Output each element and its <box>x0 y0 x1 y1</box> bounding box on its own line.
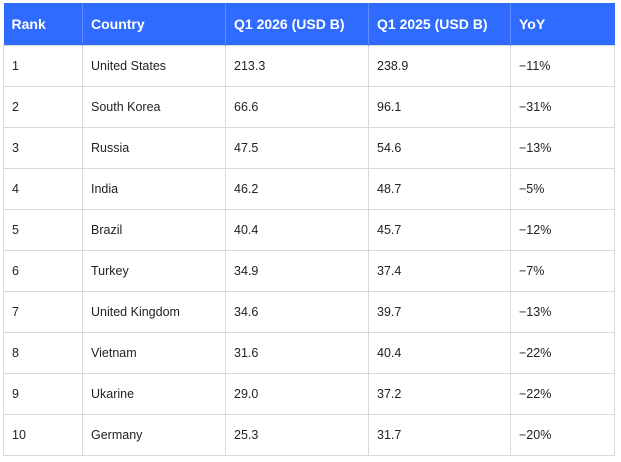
table-row: 5 Brazil 40.4 45.7 −12% <box>3 209 615 251</box>
cell-q1-2025: 39.7 <box>368 291 511 333</box>
table-row: 9 Ukarine 29.0 37.2 −22% <box>3 373 615 415</box>
cell-q1-2025: 37.4 <box>368 250 511 292</box>
cell-q1-2026: 46.2 <box>225 168 369 210</box>
cell-rank: 9 <box>3 373 83 415</box>
cell-rank: 4 <box>3 168 83 210</box>
data-table-container: Rank Country Q1 2026 (USD B) Q1 2025 (US… <box>3 3 615 456</box>
header-q1-2026[interactable]: Q1 2026 (USD B) <box>225 3 369 46</box>
cell-country: Turkey <box>82 250 226 292</box>
cell-country: Germany <box>82 414 226 456</box>
country-comparison-table: Rank Country Q1 2026 (USD B) Q1 2025 (US… <box>3 3 615 456</box>
cell-q1-2025: 40.4 <box>368 332 511 374</box>
cell-q1-2025: 45.7 <box>368 209 511 251</box>
table-body: 1 United States 213.3 238.9 −11% 2 South… <box>3 45 615 456</box>
table-header: Rank Country Q1 2026 (USD B) Q1 2025 (US… <box>3 3 615 46</box>
table-row: 10 Germany 25.3 31.7 −20% <box>3 414 615 456</box>
cell-country: Russia <box>82 127 226 169</box>
table-row: 3 Russia 47.5 54.6 −13% <box>3 127 615 169</box>
cell-q1-2025: 54.6 <box>368 127 511 169</box>
header-yoy[interactable]: YoY <box>510 3 615 46</box>
cell-country: India <box>82 168 226 210</box>
cell-rank: 2 <box>3 86 83 128</box>
cell-yoy: −11% <box>510 45 615 87</box>
cell-yoy: −5% <box>510 168 615 210</box>
cell-q1-2026: 25.3 <box>225 414 369 456</box>
cell-q1-2026: 213.3 <box>225 45 369 87</box>
cell-rank: 8 <box>3 332 83 374</box>
cell-rank: 7 <box>3 291 83 333</box>
cell-q1-2026: 31.6 <box>225 332 369 374</box>
cell-yoy: −12% <box>510 209 615 251</box>
table-row: 2 South Korea 66.6 96.1 −31% <box>3 86 615 128</box>
cell-rank: 3 <box>3 127 83 169</box>
cell-country: United Kingdom <box>82 291 226 333</box>
table-row: 4 India 46.2 48.7 −5% <box>3 168 615 210</box>
cell-q1-2026: 34.9 <box>225 250 369 292</box>
cell-q1-2025: 96.1 <box>368 86 511 128</box>
cell-q1-2025: 31.7 <box>368 414 511 456</box>
cell-country: Vietnam <box>82 332 226 374</box>
header-q1-2025[interactable]: Q1 2025 (USD B) <box>368 3 511 46</box>
cell-q1-2025: 238.9 <box>368 45 511 87</box>
cell-yoy: −22% <box>510 373 615 415</box>
cell-yoy: −7% <box>510 250 615 292</box>
header-row: Rank Country Q1 2026 (USD B) Q1 2025 (US… <box>3 3 615 46</box>
cell-q1-2026: 29.0 <box>225 373 369 415</box>
table-row: 6 Turkey 34.9 37.4 −7% <box>3 250 615 292</box>
cell-rank: 10 <box>3 414 83 456</box>
cell-q1-2025: 37.2 <box>368 373 511 415</box>
cell-yoy: −20% <box>510 414 615 456</box>
table-row: 8 Vietnam 31.6 40.4 −22% <box>3 332 615 374</box>
cell-yoy: −13% <box>510 127 615 169</box>
table-row: 1 United States 213.3 238.9 −11% <box>3 45 615 87</box>
cell-q1-2025: 48.7 <box>368 168 511 210</box>
cell-yoy: −31% <box>510 86 615 128</box>
cell-yoy: −13% <box>510 291 615 333</box>
header-rank[interactable]: Rank <box>3 3 83 46</box>
cell-yoy: −22% <box>510 332 615 374</box>
cell-country: United States <box>82 45 226 87</box>
cell-q1-2026: 34.6 <box>225 291 369 333</box>
cell-country: South Korea <box>82 86 226 128</box>
cell-q1-2026: 47.5 <box>225 127 369 169</box>
cell-rank: 5 <box>3 209 83 251</box>
cell-country: Brazil <box>82 209 226 251</box>
table-row: 7 United Kingdom 34.6 39.7 −13% <box>3 291 615 333</box>
cell-q1-2026: 40.4 <box>225 209 369 251</box>
cell-rank: 1 <box>3 45 83 87</box>
header-country[interactable]: Country <box>82 3 226 46</box>
cell-rank: 6 <box>3 250 83 292</box>
cell-country: Ukarine <box>82 373 226 415</box>
cell-q1-2026: 66.6 <box>225 86 369 128</box>
